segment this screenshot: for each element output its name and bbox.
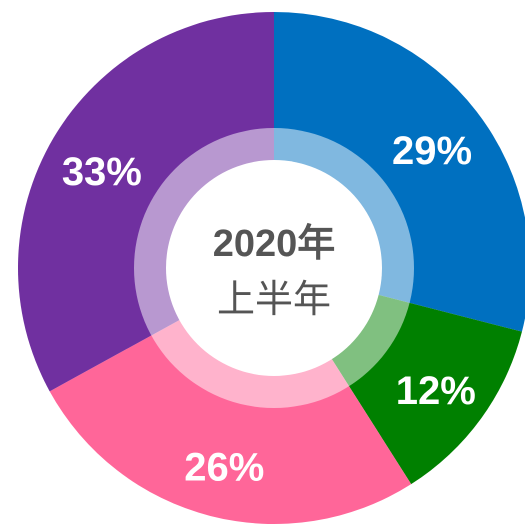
value-label: 33% [62,150,142,194]
center-hole [166,160,382,376]
value-label: 29% [392,129,472,173]
value-label: 12% [396,369,476,413]
center-title: 2020年 [213,223,336,265]
value-label: 26% [184,445,264,489]
center-subtitle: 上半年 [217,279,331,321]
